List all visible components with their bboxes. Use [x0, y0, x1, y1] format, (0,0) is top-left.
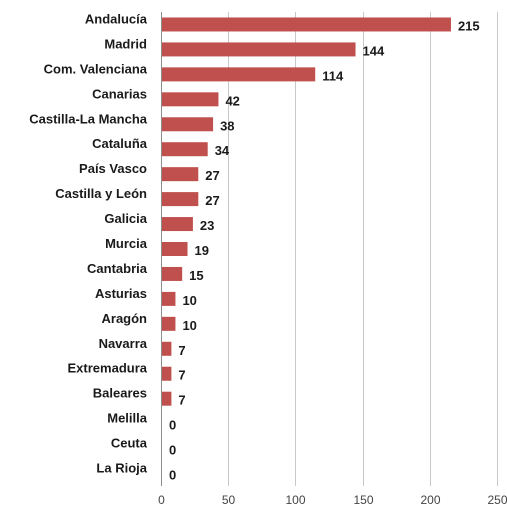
value-label: 0 [169, 468, 176, 483]
category-label: Navarra [99, 336, 148, 351]
category-label: Com. Valenciana [44, 61, 148, 76]
category-label: La Rioja [96, 461, 147, 476]
bar [162, 167, 199, 182]
value-label: 19 [195, 243, 209, 258]
bar [162, 217, 193, 232]
value-label: 0 [169, 443, 176, 458]
category-label: Ceuta [111, 436, 148, 451]
bar [162, 316, 176, 331]
value-label: 15 [189, 268, 203, 283]
bar [162, 366, 172, 381]
value-label: 38 [220, 118, 234, 133]
category-label: Melilla [107, 411, 148, 426]
category-label: Castilla y León [55, 186, 147, 201]
value-label: 7 [178, 343, 185, 358]
value-label: 42 [225, 93, 239, 108]
value-label: 27 [205, 168, 219, 183]
value-label: 0 [169, 418, 176, 433]
value-label: 144 [363, 43, 385, 58]
value-label: 27 [205, 193, 219, 208]
category-label: Andalucía [85, 11, 148, 26]
category-label: Murcia [105, 236, 148, 251]
category-label: Cataluña [92, 136, 148, 151]
category-label: Galicia [104, 211, 147, 226]
bar [162, 391, 172, 406]
gridlines [228, 12, 498, 486]
bar [162, 42, 356, 57]
category-label: Aragón [102, 311, 148, 326]
value-label: 215 [458, 18, 480, 33]
bar [162, 67, 316, 82]
x-tick-label: 150 [353, 493, 373, 507]
bar [162, 291, 176, 306]
bar [162, 17, 451, 32]
category-label: Baleares [93, 386, 147, 401]
bar [162, 192, 199, 207]
category-label: Canarias [92, 86, 147, 101]
category-label: Asturias [95, 286, 147, 301]
category-label: Extremadura [68, 361, 148, 376]
value-label: 10 [182, 318, 196, 333]
value-label: 114 [322, 68, 344, 83]
x-tick-label: 250 [487, 493, 507, 507]
bar [162, 117, 214, 132]
x-tick-label: 50 [222, 493, 236, 507]
value-label: 7 [178, 368, 185, 383]
category-label: País Vasco [79, 161, 147, 176]
bar [162, 92, 219, 107]
bar [162, 242, 188, 256]
value-label: 34 [215, 143, 230, 158]
value-label: 7 [178, 393, 185, 408]
bar [162, 142, 208, 157]
x-tick-label: 200 [420, 493, 440, 507]
category-label: Cantabria [87, 261, 148, 276]
bar [162, 341, 172, 356]
bar [162, 266, 183, 281]
value-label: 23 [200, 218, 214, 233]
category-label: Madrid [104, 36, 147, 51]
value-label: 10 [182, 293, 196, 308]
category-label: Castilla-La Mancha [29, 111, 148, 126]
x-tick-label: 100 [285, 493, 305, 507]
bars [162, 17, 451, 406]
x-tick-label: 0 [158, 493, 165, 507]
